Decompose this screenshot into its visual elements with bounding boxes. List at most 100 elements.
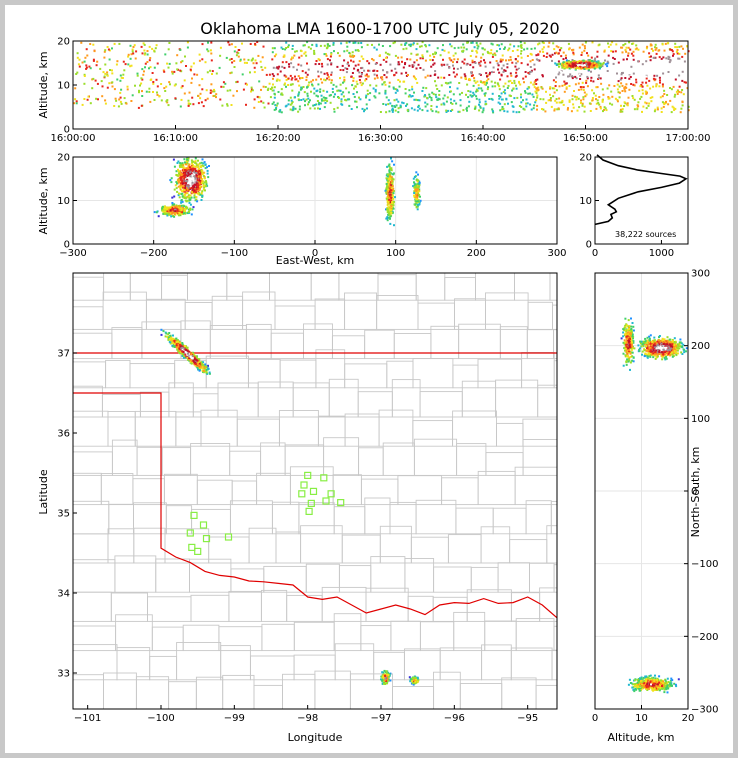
density-cell	[628, 41, 631, 44]
density-cell	[647, 104, 650, 107]
density-cell	[389, 222, 392, 225]
density-cell	[581, 51, 584, 54]
density-cell	[417, 173, 419, 176]
density-cell	[382, 58, 385, 61]
density-cell	[630, 52, 633, 55]
density-cell	[391, 206, 394, 209]
density-cell	[351, 51, 354, 54]
county-outline	[389, 501, 417, 535]
x-tick-label: 100	[386, 248, 405, 259]
density-cell	[633, 98, 636, 101]
density-cell	[385, 76, 388, 79]
density-cell	[347, 91, 350, 94]
density-cell	[456, 58, 459, 61]
density-cell	[396, 89, 399, 92]
density-cell	[382, 676, 385, 679]
density-cell	[490, 52, 493, 55]
density-cell	[463, 46, 466, 49]
density-cell	[189, 171, 192, 174]
density-cell	[382, 671, 385, 674]
density-cell	[374, 88, 377, 91]
density-cell	[100, 80, 103, 83]
density-cell	[545, 56, 548, 58]
density-cell	[667, 72, 670, 75]
density-cell	[176, 54, 179, 57]
density-cell	[636, 67, 639, 70]
density-cell	[644, 90, 647, 93]
density-cell	[186, 41, 189, 44]
density-cell	[195, 359, 198, 362]
density-cell	[381, 678, 383, 681]
density-cell	[384, 677, 387, 680]
density-cell	[644, 101, 647, 104]
density-cell	[192, 184, 195, 187]
density-cell	[387, 200, 390, 203]
density-cell	[681, 55, 684, 58]
density-cell	[565, 61, 568, 64]
density-cell	[175, 341, 178, 344]
density-cell	[287, 99, 290, 102]
density-cell	[366, 107, 368, 110]
station-marker	[309, 487, 318, 495]
county-outline	[323, 437, 360, 476]
density-cell	[256, 41, 259, 43]
density-cell	[633, 108, 636, 111]
density-cell	[168, 42, 171, 44]
density-cell	[196, 182, 199, 185]
county-outline	[253, 684, 283, 709]
density-cell	[387, 674, 390, 676]
density-cell	[93, 50, 96, 53]
density-cell	[294, 75, 296, 78]
density-cell	[374, 96, 377, 99]
density-cell	[417, 203, 419, 206]
density-cell	[174, 208, 177, 211]
density-cell	[449, 98, 452, 101]
density-cell	[411, 88, 414, 91]
density-cell	[565, 87, 568, 90]
density-cell	[632, 50, 635, 53]
density-cell	[472, 66, 475, 69]
density-cell	[176, 339, 179, 342]
density-cell	[481, 66, 484, 69]
density-cell	[553, 48, 556, 51]
density-cell	[600, 82, 603, 85]
density-cell	[241, 42, 243, 45]
county-outline	[218, 626, 263, 652]
density-cell	[391, 185, 394, 188]
density-cell	[625, 86, 628, 89]
county-outline	[168, 681, 197, 709]
density-cell	[273, 86, 276, 89]
density-cell	[586, 61, 589, 64]
density-cell	[191, 361, 194, 364]
density-cell	[502, 107, 505, 110]
density-cell	[190, 159, 193, 162]
density-cell	[372, 69, 375, 72]
density-cell	[391, 107, 394, 110]
density-cell	[563, 66, 566, 69]
density-cell	[154, 47, 157, 50]
density-cell	[194, 355, 197, 358]
density-cell	[199, 162, 201, 165]
density-cell	[208, 371, 211, 374]
density-cell	[566, 61, 569, 64]
density-cell	[281, 65, 284, 68]
density-cell	[387, 672, 389, 675]
y-tick-label: 10	[57, 81, 70, 92]
density-cell	[345, 41, 348, 44]
density-cell	[654, 68, 657, 71]
density-cell	[179, 69, 182, 72]
time-height-ylabel: Altitude, km	[37, 51, 50, 118]
density-cell	[586, 63, 589, 66]
density-cell	[285, 61, 288, 64]
county-outline	[209, 325, 247, 360]
density-cell	[642, 105, 645, 108]
density-cell	[587, 67, 590, 70]
density-cell	[678, 45, 681, 48]
density-cell	[199, 97, 202, 100]
density-cell	[189, 197, 191, 200]
density-cell	[592, 60, 595, 63]
density-cell	[447, 109, 450, 112]
density-cell	[668, 73, 671, 75]
county-outline	[344, 363, 388, 389]
density-cell	[367, 75, 370, 78]
